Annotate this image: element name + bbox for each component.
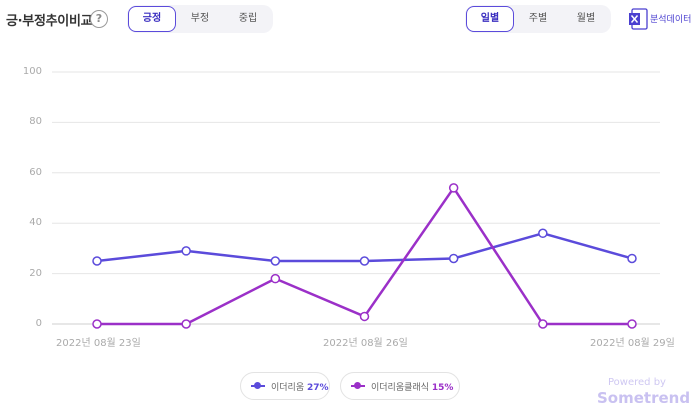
- data-point-series1[interactable]: [92, 256, 102, 266]
- download-data-label: 분석데이터: [650, 15, 692, 25]
- series-line-2: [97, 186, 632, 326]
- tab-negative[interactable]: 부정: [190, 13, 210, 24]
- x-tick-start: 2022년 08월 23일: [56, 338, 141, 349]
- data-point-series1[interactable]: [627, 253, 637, 264]
- y-tick-80: 80: [29, 116, 42, 127]
- data-point-series1[interactable]: [448, 253, 459, 264]
- sentiment-tab-group: 긍정 부정 중립: [127, 5, 273, 33]
- tab-positive[interactable]: 긍정: [128, 6, 176, 32]
- period-tab-group: 일별 주별 월별: [465, 5, 611, 33]
- legend-item-series2[interactable]: 이더리움클래식 15%: [340, 372, 460, 400]
- legend-dot-marker: [254, 382, 261, 389]
- tab-weekly[interactable]: 주별: [528, 13, 548, 24]
- legend-dot-marker: [354, 382, 361, 389]
- brand-logo: Sometrend: [597, 389, 691, 407]
- legend-label: 이더리움클래식 15%: [371, 383, 454, 393]
- data-point-series1[interactable]: [538, 228, 548, 239]
- y-tick-60: 60: [29, 167, 42, 178]
- powered-by-text: Powered by: [608, 377, 666, 388]
- tab-monthly[interactable]: 월별: [576, 13, 596, 24]
- legend-share: 15%: [431, 383, 454, 393]
- y-tick-20: 20: [29, 268, 42, 279]
- data-point-series2[interactable]: [448, 183, 459, 193]
- y-tick-0: 0: [35, 318, 42, 329]
- legend-share: 27%: [307, 383, 329, 393]
- data-point-series1[interactable]: [181, 246, 191, 256]
- data-point-series2[interactable]: [270, 273, 281, 284]
- y-tick-100: 100: [22, 66, 42, 77]
- data-point-series2[interactable]: [92, 319, 102, 329]
- tab-neutral[interactable]: 중립: [238, 13, 258, 24]
- legend-label: 이더리움 27%: [271, 383, 329, 393]
- data-point-series2[interactable]: [538, 319, 548, 329]
- data-point-series1[interactable]: [270, 256, 281, 266]
- download-data-button[interactable]: 분석데이터: [628, 8, 694, 30]
- chart-title: 긍·부정추이비교: [6, 14, 93, 29]
- x-tick-middle: 2022년 08월 26일: [323, 338, 408, 349]
- data-point-series2[interactable]: [627, 319, 637, 329]
- legend-item-series1[interactable]: 이더리움 27%: [240, 372, 330, 400]
- help-icon[interactable]: ?: [90, 10, 108, 28]
- y-tick-40: 40: [29, 217, 42, 228]
- excel-icon: [629, 8, 648, 30]
- data-point-series2[interactable]: [359, 311, 370, 322]
- x-tick-end: 2022년 08월 29일: [590, 338, 675, 349]
- tab-daily[interactable]: 일별: [466, 6, 514, 32]
- data-point-series1[interactable]: [359, 256, 370, 266]
- data-point-series2[interactable]: [181, 319, 191, 329]
